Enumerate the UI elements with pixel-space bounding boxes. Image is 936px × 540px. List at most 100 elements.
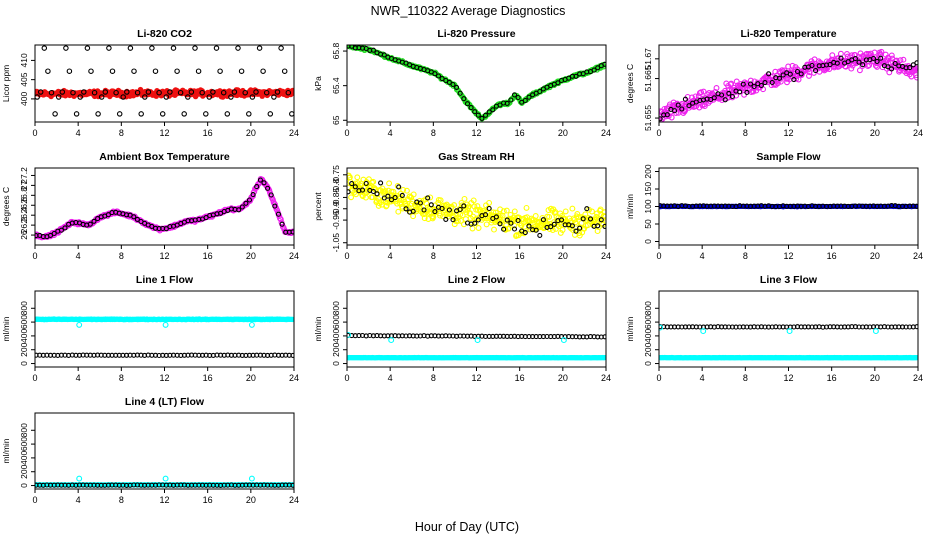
data-point-samples — [454, 218, 461, 225]
data-point-averages — [686, 103, 692, 109]
data-point-averages — [726, 90, 732, 96]
data-point-averages — [533, 227, 539, 233]
data-point-averages — [475, 112, 481, 118]
x-tick-label: 8 — [119, 495, 124, 505]
data-point-averages — [751, 83, 757, 90]
data-point-averages — [263, 89, 270, 96]
data-point-averages — [468, 105, 474, 111]
data-point-samples — [403, 187, 410, 194]
data-point-averages — [403, 206, 409, 212]
data-point-averages — [834, 60, 840, 66]
data-point-averages — [203, 111, 209, 117]
data-points — [347, 331, 606, 361]
data-point-samples — [837, 50, 844, 57]
data-point-averages — [809, 62, 815, 69]
data-point-samples — [410, 191, 417, 198]
x-tick-label: 20 — [558, 251, 568, 261]
x-tick-label: 0 — [32, 495, 37, 505]
data-point-averages — [142, 94, 148, 100]
data-point-samples — [733, 78, 740, 85]
x-tick-label: 12 — [471, 373, 481, 383]
data-point-samples — [741, 91, 748, 98]
panel-title: Line 4 (LT) Flow — [125, 396, 205, 408]
data-point-averages — [105, 212, 111, 218]
data-point-averages — [265, 185, 271, 191]
data-point-averages — [472, 220, 478, 226]
x-tick-label: 0 — [656, 373, 661, 383]
data-point-averages — [856, 59, 862, 65]
data-point-averages — [497, 102, 503, 108]
data-point-samples — [586, 206, 592, 213]
data-point-samples — [490, 209, 497, 216]
data-point-samples — [383, 202, 390, 209]
data-points — [659, 324, 918, 361]
x-tick-label: 4 — [388, 128, 393, 138]
data-point-averages — [464, 101, 471, 107]
x-tick-label: 8 — [119, 373, 124, 383]
data-point-samples — [486, 199, 493, 206]
data-point-averages — [479, 115, 485, 121]
y-axis-label: ml/min — [1, 316, 11, 341]
data-point-samples — [505, 225, 512, 232]
y-tick-label: 26.4 — [19, 207, 29, 224]
y-tick-label: 800 — [19, 301, 29, 315]
panel-title: Li-820 CO2 — [137, 28, 192, 40]
data-point-averages — [602, 61, 606, 67]
data-point-averages — [910, 62, 916, 68]
y-tick-label: 51.67 — [643, 48, 653, 70]
plot-frame — [34, 167, 295, 246]
data-point-averages — [421, 207, 427, 213]
x-tick-label: 0 — [32, 251, 37, 261]
y-tick-label: 600 — [19, 437, 29, 451]
data-point-averages — [199, 89, 205, 96]
data-point-averages — [482, 112, 489, 118]
data-point-averages — [66, 68, 73, 74]
x-tick-label: 16 — [203, 495, 213, 505]
x-tick-label: 20 — [870, 128, 880, 138]
data-point-samples — [574, 211, 581, 217]
data-point-averages — [522, 230, 528, 236]
data-point-averages — [37, 89, 44, 95]
data-point-averages — [838, 55, 844, 61]
data-point-averages — [378, 180, 384, 186]
x-tick-label: 12 — [159, 128, 169, 138]
data-point-averages — [127, 45, 134, 51]
y-axis-label: ml/min — [313, 316, 323, 341]
y-tick-label: 600 — [331, 315, 341, 329]
data-point-averages — [256, 45, 263, 51]
data-points — [347, 45, 606, 122]
data-point-averages — [58, 227, 64, 233]
data-point-samples — [470, 197, 477, 204]
data-point-averages — [432, 71, 438, 77]
data-point-samples — [569, 205, 576, 212]
data-point-averages — [450, 81, 456, 88]
data-point-averages — [522, 97, 528, 104]
data-point-averages — [457, 206, 463, 213]
data-point-averages — [261, 180, 267, 186]
y-tick-label: 410 — [19, 53, 29, 67]
x-tick-label: 24 — [913, 128, 923, 138]
panel-title: Li-820 Temperature — [740, 28, 836, 40]
data-point-samples — [500, 208, 507, 215]
data-point-samples — [359, 193, 366, 200]
y-tick-label: 400 — [643, 329, 653, 343]
data-point-samples — [400, 186, 407, 193]
data-point-averages — [231, 89, 238, 95]
data-point-averages — [206, 94, 213, 100]
data-point-samples — [365, 176, 372, 183]
y-tick-label: 150 — [643, 182, 653, 196]
x-tick-label: 16 — [827, 128, 837, 138]
y-tick-label: 200 — [643, 342, 653, 356]
y-tick-label: 65 — [331, 115, 341, 125]
data-point-averages — [435, 73, 442, 79]
y-tick-label: 800 — [643, 301, 653, 315]
data-point-averages — [109, 68, 116, 74]
data-point-samples — [277, 216, 284, 223]
data-point-samples — [290, 87, 294, 94]
data-point-averages — [152, 68, 159, 74]
data-point-samples — [386, 180, 393, 187]
data-point-averages — [52, 111, 58, 117]
data-point-averages — [274, 89, 281, 95]
data-point-averages — [482, 212, 489, 218]
